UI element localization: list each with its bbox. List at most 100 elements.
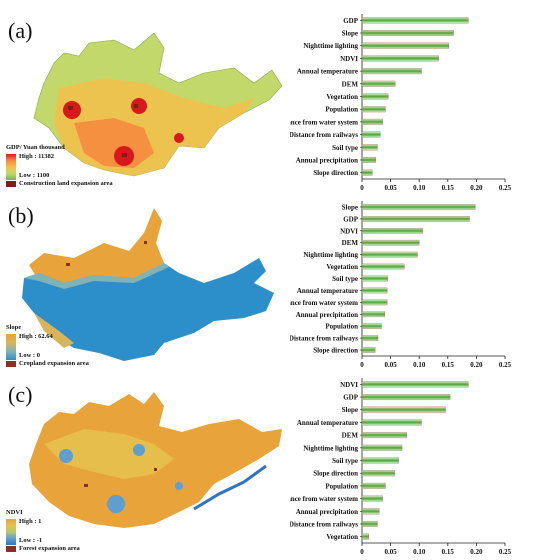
bar xyxy=(361,275,388,282)
slope-map xyxy=(22,208,274,361)
gdp-map-hot xyxy=(74,118,154,168)
x-tick-label: 0.20 xyxy=(470,548,483,556)
panel-c: (c) NDVI High : 1 Low : -1 Forest expans… xyxy=(0,372,550,560)
bar-chart-a: 0 0.05 0.10 0.15 0.20 0.25 GDP Slope Nighttime l… xyxy=(290,14,512,192)
ndvi-map-river xyxy=(193,464,267,511)
category-label: Annual precipitation xyxy=(296,156,358,164)
ndvi-map-low xyxy=(133,444,145,456)
category-label: Nighttime lighting xyxy=(303,444,358,452)
panel-label-b: (b) xyxy=(8,203,34,228)
x-tick-label: 0 xyxy=(360,184,364,192)
bar xyxy=(361,263,405,270)
category-label: Annual temperature xyxy=(297,68,358,76)
gdp-map-expansion xyxy=(134,104,138,108)
category-label: Distance from railways xyxy=(290,131,358,139)
bar-chart-c: 0 0.05 0.10 0.15 0.20 0.25 NDVI GDP Slope Annual … xyxy=(290,378,512,556)
x-tick-label: 0 xyxy=(360,548,364,556)
x-tick-label: 0 xyxy=(360,361,364,369)
category-label: DEM xyxy=(342,239,359,247)
legend-title: GDP/ Yuan thousand xyxy=(6,144,65,151)
bar xyxy=(361,457,399,464)
gdp-map-expansion xyxy=(122,153,127,157)
category-label: Distance from railways xyxy=(290,520,358,528)
legend-b: Slope High : 62.64 Low : 0 Cropland expa… xyxy=(6,324,89,367)
category-label: DEM xyxy=(342,80,359,88)
bar xyxy=(361,131,381,138)
bar xyxy=(361,335,379,341)
legend-expansion-swatch xyxy=(6,180,16,187)
gdp-map-city xyxy=(131,98,147,114)
bar xyxy=(361,156,376,163)
bar xyxy=(361,470,395,477)
bar xyxy=(361,30,454,37)
category-label: Population xyxy=(325,323,358,331)
category-label: Slope direction xyxy=(313,470,358,478)
bar xyxy=(361,311,386,318)
bar xyxy=(361,106,386,113)
category-label: Soil type xyxy=(332,457,358,465)
bar xyxy=(361,216,470,222)
category-label: Nighttime lighting xyxy=(303,42,358,50)
category-label: Slope xyxy=(342,406,358,414)
category-label: Annual temperature xyxy=(297,287,358,295)
category-label: Population xyxy=(325,106,358,114)
legend-expansion: Cropland expansion area xyxy=(19,359,89,367)
ndvi-map-expansion xyxy=(84,484,88,487)
panel-a: (a) GDP/ Yuan thousand High : 11382 Low … xyxy=(0,0,550,187)
category-label: Slope direction xyxy=(313,347,358,355)
legend-c: NDVI High : 1 Low : -1 Forest expansion … xyxy=(6,509,80,552)
bar xyxy=(361,323,382,329)
ndvi-map-low xyxy=(107,495,125,513)
bar xyxy=(361,508,380,515)
legend-ramp xyxy=(6,333,16,360)
legend-expansion: Forest expansion area xyxy=(19,544,80,552)
x-tick-label: 0.20 xyxy=(470,361,483,369)
bar xyxy=(361,169,373,176)
bar xyxy=(361,495,383,502)
category-label: Annual precipitation xyxy=(296,508,358,516)
legend-high: High : 11382 xyxy=(19,152,55,160)
x-tick-label: 0.25 xyxy=(499,361,512,369)
bar xyxy=(361,287,388,294)
ndvi-map-green xyxy=(44,429,174,479)
slope-map-coast xyxy=(29,208,164,283)
bar xyxy=(361,118,383,125)
bar xyxy=(361,381,469,388)
ndvi-map-low xyxy=(175,482,183,490)
legend-low: Low : 1100 xyxy=(19,172,50,179)
category-label: Nighttime lighting xyxy=(303,251,358,259)
slope-map-expansion xyxy=(66,263,70,266)
bar xyxy=(361,347,376,353)
bar xyxy=(361,228,423,234)
bar xyxy=(361,93,389,100)
category-label: Vegetation xyxy=(326,93,358,101)
gdp-map-expansion xyxy=(68,106,73,110)
legend-high: High : 62.64 xyxy=(19,332,53,340)
category-label: DEM xyxy=(342,432,359,440)
x-tick-label: 0.25 xyxy=(499,184,512,192)
x-tick-label: 0.15 xyxy=(442,548,455,556)
panel-label-a: (a) xyxy=(8,18,33,43)
gdp-map xyxy=(33,32,283,177)
x-tick-label: 0.15 xyxy=(442,361,455,369)
panel-label-c: (c) xyxy=(8,382,33,407)
category-label: Slope xyxy=(342,203,358,211)
gdp-map-city xyxy=(174,133,184,143)
category-label: NDVI xyxy=(340,227,358,235)
x-tick-label: 0.05 xyxy=(384,361,397,369)
legend-ramp xyxy=(6,153,16,180)
bar xyxy=(361,251,418,258)
x-tick-label: 0.10 xyxy=(413,548,426,556)
x-tick-label: 0.20 xyxy=(470,184,483,192)
bar xyxy=(361,80,396,87)
category-label: GDP xyxy=(343,215,359,223)
slope-map-shore xyxy=(24,263,169,289)
category-label: GDP xyxy=(343,394,359,402)
slope-map-sea xyxy=(22,258,274,361)
panel-b: (b) Slope High : 62.64 Low : 0 Cropland … xyxy=(0,187,550,372)
legend-title: Slope xyxy=(6,324,22,331)
legend-expansion: Construction land expansion area xyxy=(19,179,113,187)
legend-low: Low : -1 xyxy=(19,537,43,544)
ndvi-map-low xyxy=(59,449,73,463)
slope-map-shore-south xyxy=(34,313,74,348)
